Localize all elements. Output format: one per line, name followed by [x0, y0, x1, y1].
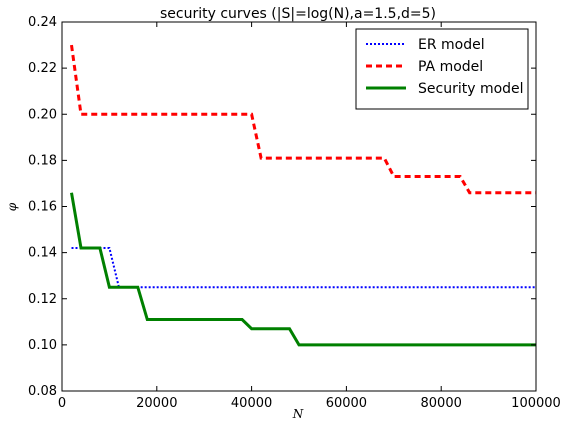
y-tick-label: 0.08 — [28, 384, 57, 399]
x-axis-label: N — [292, 407, 304, 421]
y-tick-label: 0.18 — [28, 153, 57, 168]
series-line-0 — [71, 247, 536, 289]
x-tick-label: 40000 — [231, 396, 272, 411]
x-tick-label: 80000 — [421, 396, 462, 411]
series-line-2 — [70, 192, 536, 347]
legend-label: Security model — [418, 81, 524, 97]
y-axis-label: φ — [5, 202, 19, 211]
legend-label: PA model — [418, 59, 483, 75]
y-tick-label: 0.10 — [28, 338, 57, 353]
legend-box — [355, 28, 529, 110]
legend: ER model PA model Security model — [355, 28, 529, 110]
legend-label: ER model — [418, 37, 485, 53]
y-tick-label: 0.14 — [28, 246, 57, 261]
x-tick-label: 60000 — [326, 396, 367, 411]
x-tick-label: 100000 — [511, 396, 561, 411]
plot-area — [70, 44, 536, 347]
chart-title: security curves (|S|=log(N),a=1.5,d=5) — [160, 6, 436, 22]
y-tick-label: 0.12 — [28, 292, 57, 307]
x-tick-label: 20000 — [136, 396, 177, 411]
axes: 0 20000 40000 60000 80000 100000 0.08 0.10 0.12 0… — [28, 15, 561, 411]
y-tick-label: 0.16 — [28, 200, 57, 215]
y-tick-label: 0.20 — [28, 107, 57, 122]
y-tick-label: 0.24 — [28, 15, 57, 30]
y-tick-label: 0.22 — [28, 61, 57, 76]
x-tick-label: 0 — [58, 396, 66, 411]
